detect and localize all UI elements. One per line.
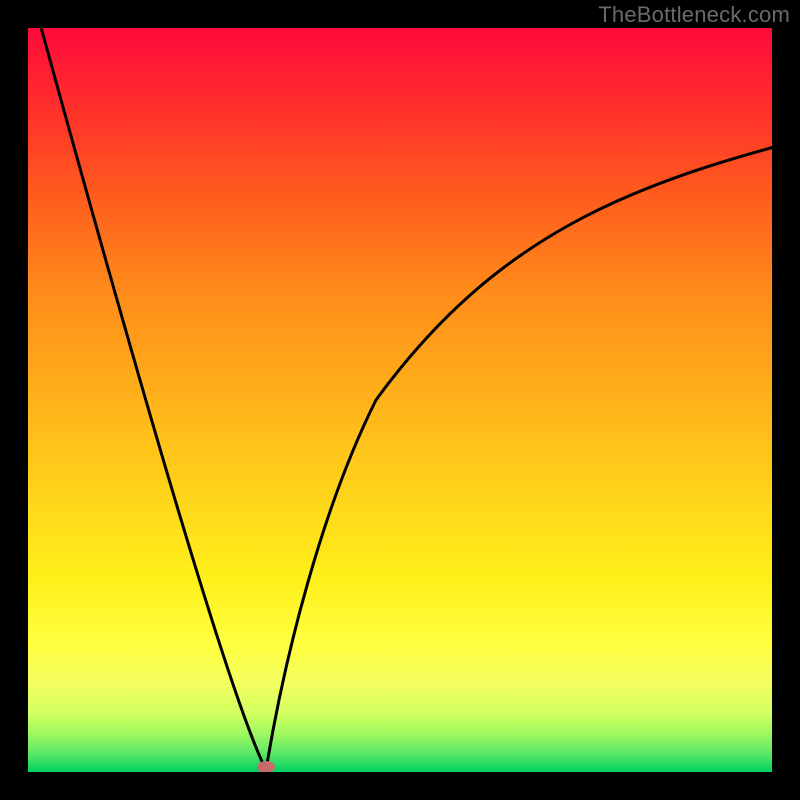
chart-svg <box>0 0 800 800</box>
gradient-background <box>28 28 772 772</box>
watermark-text: TheBottleneck.com <box>598 2 790 28</box>
chart-stage: TheBottleneck.com <box>0 0 800 800</box>
vertex-marker <box>257 761 275 773</box>
